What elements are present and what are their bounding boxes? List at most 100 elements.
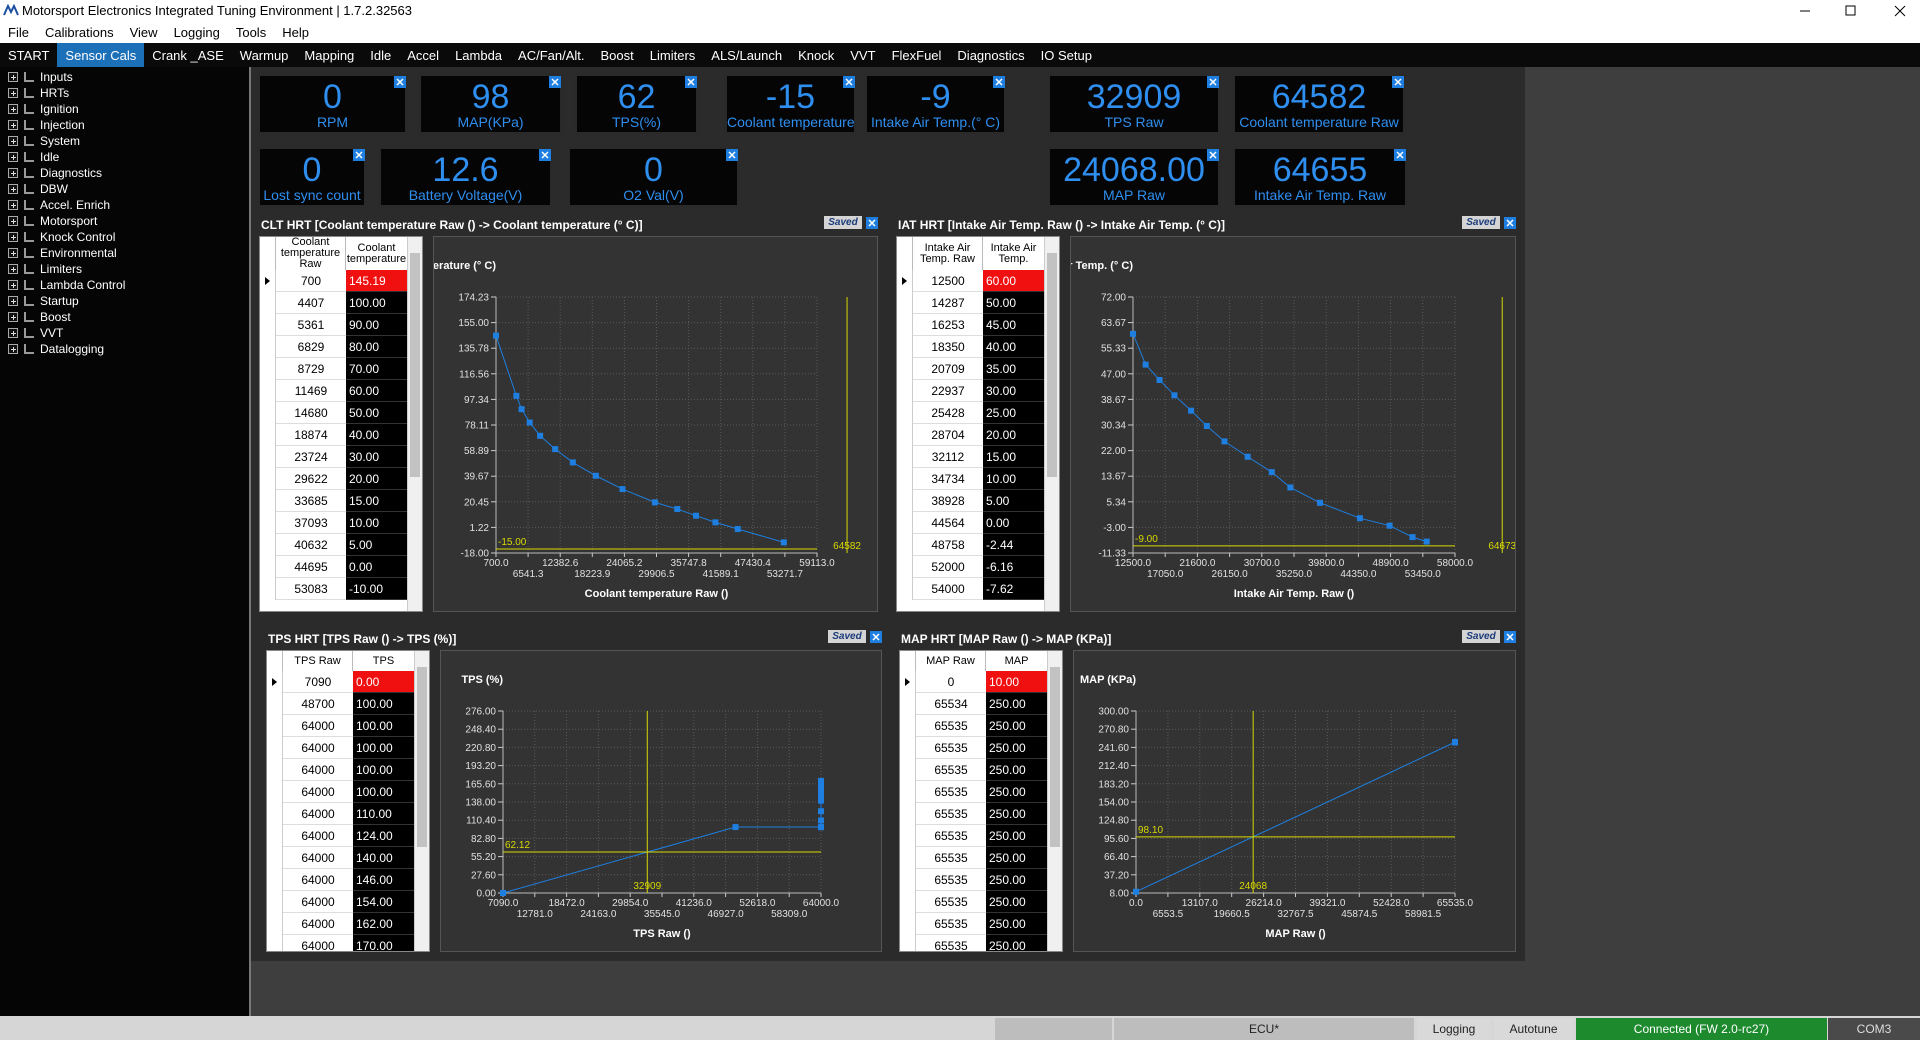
value-cell[interactable]: 154.00 [353, 891, 415, 913]
raw-cell[interactable]: 16253 [913, 314, 983, 336]
raw-cell[interactable]: 44564 [913, 512, 983, 534]
scrollbar[interactable] [1047, 651, 1062, 951]
raw-cell[interactable]: 29622 [276, 468, 346, 490]
value-cell[interactable]: 250.00 [986, 825, 1048, 847]
point[interactable] [1130, 330, 1136, 337]
value-cell[interactable]: 100.00 [346, 292, 408, 314]
tree-item[interactable]: Datalogging [8, 341, 104, 357]
table-row[interactable]: 14680 50.00 [260, 402, 408, 424]
value-cell[interactable]: 35.00 [983, 358, 1045, 380]
table-row[interactable]: 64000 100.00 [267, 759, 415, 781]
point[interactable] [818, 797, 824, 804]
point[interactable] [734, 526, 741, 533]
table-row[interactable]: 65535 250.00 [900, 715, 1048, 737]
table-row[interactable]: 65535 250.00 [900, 913, 1048, 935]
raw-cell[interactable]: 6829 [276, 336, 346, 358]
tree-item[interactable]: Limiters [8, 261, 82, 277]
tab[interactable]: ALS/Launch [711, 47, 783, 63]
point[interactable] [1386, 522, 1393, 529]
raw-cell[interactable]: 38928 [913, 490, 983, 512]
raw-cell[interactable]: 11469 [276, 380, 346, 402]
tab[interactable]: IO Setup [1040, 47, 1092, 63]
table-row[interactable]: 12500 60.00 [897, 270, 1045, 292]
raw-cell[interactable]: 65535 [916, 891, 986, 913]
point[interactable] [569, 459, 576, 466]
point[interactable] [1409, 534, 1416, 541]
raw-cell[interactable]: 14680 [276, 402, 346, 424]
close-button[interactable] [394, 76, 406, 88]
tree-item[interactable]: Inputs [8, 69, 73, 85]
raw-cell[interactable]: 65535 [916, 847, 986, 869]
point[interactable] [1268, 469, 1275, 476]
value-cell[interactable]: 250.00 [986, 781, 1048, 803]
close-button[interactable] [870, 631, 882, 643]
table-row[interactable]: 5361 90.00 [260, 314, 408, 336]
value-cell[interactable]: 20.00 [346, 468, 408, 490]
table-row[interactable]: 28704 20.00 [897, 424, 1045, 446]
value-cell[interactable]: 15.00 [346, 490, 408, 512]
value-cell[interactable]: 45.00 [983, 314, 1045, 336]
value-cell[interactable]: 50.00 [346, 402, 408, 424]
table-row[interactable]: 65535 250.00 [900, 781, 1048, 803]
value-cell[interactable]: 15.00 [983, 446, 1045, 468]
expand-icon[interactable] [8, 184, 18, 194]
close-button[interactable] [1504, 217, 1516, 229]
value-cell[interactable]: 100.00 [353, 759, 415, 781]
raw-cell[interactable]: 14287 [913, 292, 983, 314]
table-row[interactable]: 52000 -6.16 [897, 556, 1045, 578]
point[interactable] [651, 499, 658, 506]
close-button[interactable] [353, 149, 365, 161]
raw-cell[interactable]: 12500 [913, 270, 983, 292]
expand-icon[interactable] [8, 280, 18, 290]
value-cell[interactable]: 70.00 [346, 358, 408, 380]
value-cell[interactable]: 250.00 [986, 869, 1048, 891]
point[interactable] [513, 392, 520, 399]
value-cell[interactable]: 100.00 [353, 715, 415, 737]
expand-icon[interactable] [8, 232, 18, 242]
table-row[interactable]: 64000 100.00 [267, 781, 415, 803]
raw-cell[interactable]: 18874 [276, 424, 346, 446]
value-cell[interactable]: 110.00 [353, 803, 415, 825]
value-cell[interactable]: 40.00 [983, 336, 1045, 358]
value-cell[interactable]: 250.00 [986, 715, 1048, 737]
raw-cell[interactable]: 7090 [283, 671, 353, 693]
table-row[interactable]: 29622 20.00 [260, 468, 408, 490]
expand-icon[interactable] [8, 152, 18, 162]
raw-cell[interactable]: 20709 [913, 358, 983, 380]
table-row[interactable]: 65535 250.00 [900, 759, 1048, 781]
raw-cell[interactable]: 28704 [913, 424, 983, 446]
point[interactable] [818, 824, 824, 831]
value-cell[interactable]: 5.00 [983, 490, 1045, 512]
raw-cell[interactable]: 54000 [913, 578, 983, 600]
point[interactable] [818, 808, 824, 815]
table-row[interactable]: 700 145.19 [260, 270, 408, 292]
raw-cell[interactable]: 37093 [276, 512, 346, 534]
menu-item[interactable]: Logging [173, 25, 220, 40]
tree-item[interactable]: Idle [8, 149, 59, 165]
tree-item[interactable]: System [8, 133, 80, 149]
raw-cell[interactable]: 48700 [283, 693, 353, 715]
tab[interactable]: AC/Fan/Alt. [518, 47, 585, 63]
raw-cell[interactable]: 64000 [283, 935, 353, 951]
value-cell[interactable]: 80.00 [346, 336, 408, 358]
value-cell[interactable]: 146.00 [353, 869, 415, 891]
expand-icon[interactable] [8, 168, 18, 178]
raw-cell[interactable]: 44695 [276, 556, 346, 578]
raw-cell[interactable]: 23724 [276, 446, 346, 468]
point[interactable] [692, 512, 699, 519]
raw-cell[interactable]: 65535 [916, 913, 986, 935]
expand-icon[interactable] [8, 136, 18, 146]
menu-item[interactable]: Help [282, 25, 309, 40]
scroll-thumb[interactable] [1050, 667, 1060, 847]
raw-cell[interactable]: 64000 [283, 715, 353, 737]
table-row[interactable]: 32112 15.00 [897, 446, 1045, 468]
raw-cell[interactable]: 64000 [283, 781, 353, 803]
table-row[interactable]: 11469 60.00 [260, 380, 408, 402]
raw-cell[interactable]: 700 [276, 270, 346, 292]
close-button[interactable] [685, 76, 697, 88]
menu-item[interactable]: Calibrations [44, 25, 114, 40]
tree-item[interactable]: DBW [8, 181, 68, 197]
table-row[interactable]: 8729 70.00 [260, 358, 408, 380]
menu-item[interactable]: Tools [235, 25, 267, 40]
scroll-thumb[interactable] [410, 253, 420, 478]
